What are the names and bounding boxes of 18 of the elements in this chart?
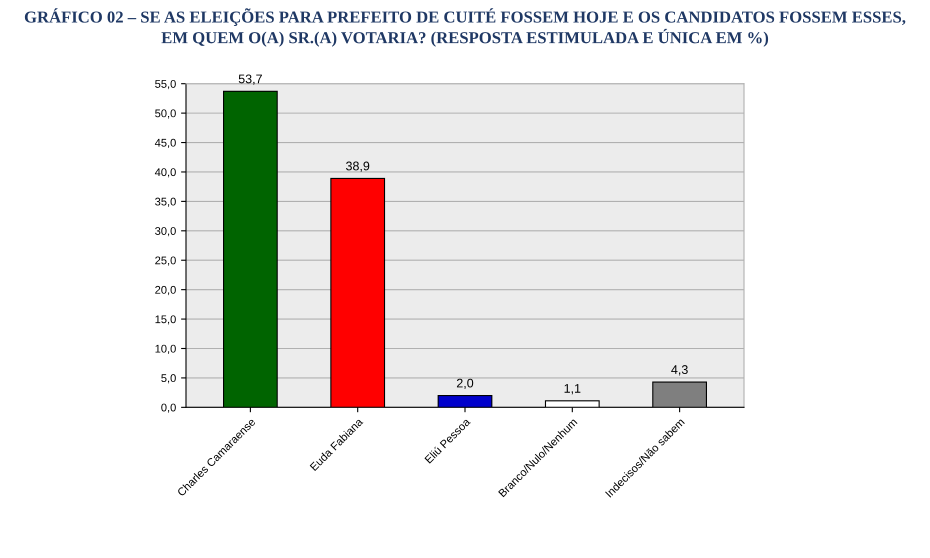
y-tick-label: 50,0 [155,109,176,119]
y-tick-label: 35,0 [155,198,176,207]
y-tick-label: 40,0 [154,168,176,178]
data-label: 1,1 [564,384,580,394]
data-label: 4,3 [671,365,688,376]
y-tick-label: 25,0 [155,256,176,266]
data-label: 2,0 [456,378,474,390]
y-tick-label: 45,0 [154,138,176,148]
data-label: 38,9 [346,162,370,172]
y-tick-label: 55,0 [155,80,176,90]
y-tick-label: 10,0 [156,344,176,354]
y-tick-label: 15,0 [156,315,176,325]
chart-title: GRÁFICO 02 – SE AS ELEIÇÕES PARA PREFEITO DE CUITÉ FOSSEM HOJE E OS CANDIDATOS FOSSEM ESSES, EM QUEM O(A) SR.(A) VOTARIA? (RESPOSTA ESTIMULADA E ÚNICA EM %) [24,8,906,47]
data-label: 53,7 [238,74,262,85]
y-tick-label: 0,0 [161,404,176,413]
y-tick-label: 5,0 [161,374,176,384]
y-tick-label: 20,0 [155,286,176,296]
y-tick-label: 30,0 [155,227,176,236]
